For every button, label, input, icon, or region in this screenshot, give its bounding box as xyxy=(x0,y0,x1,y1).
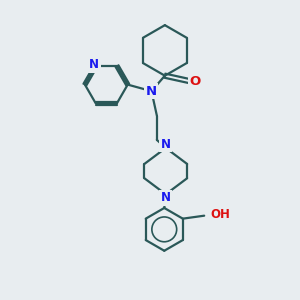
Text: N: N xyxy=(146,85,157,98)
Text: N: N xyxy=(161,191,171,204)
Text: N: N xyxy=(161,138,171,151)
Text: N: N xyxy=(89,58,99,71)
Text: O: O xyxy=(189,74,200,88)
Text: OH: OH xyxy=(211,208,231,221)
